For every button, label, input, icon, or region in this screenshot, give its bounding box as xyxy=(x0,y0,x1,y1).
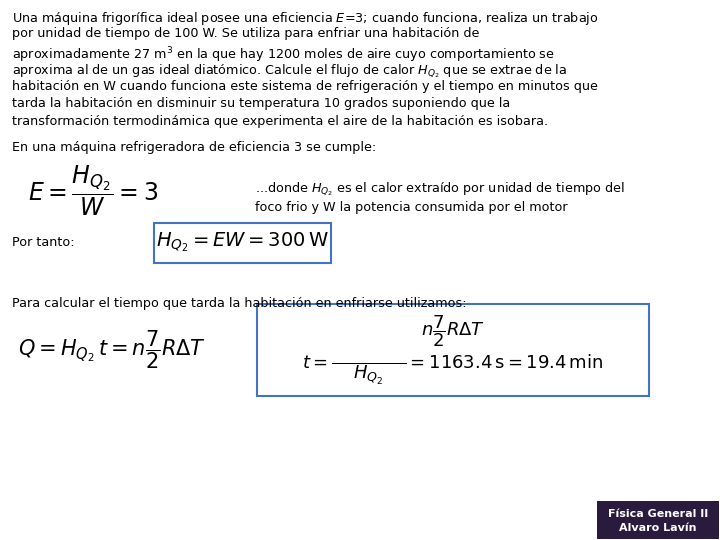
FancyBboxPatch shape xyxy=(597,501,719,539)
Text: $t = \dfrac{\;\;\;\;\;\;\;\;\;\;\;\;\;\;\;}{H_{Q_2}} = 1163.4\,\mathrm{s} = 19.4: $t = \dfrac{\;\;\;\;\;\;\;\;\;\;\;\;\;\;… xyxy=(302,353,603,387)
Text: aproximadamente 27 m$^3$ en la que hay 1200 moles de aire cuyo comportamiento se: aproximadamente 27 m$^3$ en la que hay 1… xyxy=(12,45,555,65)
Text: Para calcular el tiempo que tarda la habitación en enfriarse utilizamos:: Para calcular el tiempo que tarda la hab… xyxy=(12,298,467,310)
FancyBboxPatch shape xyxy=(154,222,331,262)
Text: foco frio y W la potencia consumida por el motor: foco frio y W la potencia consumida por … xyxy=(255,200,567,213)
Text: En una máquina refrigeradora de eficiencia 3 se cumple:: En una máquina refrigeradora de eficienc… xyxy=(12,140,377,153)
Text: Física General II: Física General II xyxy=(608,509,708,518)
Text: por unidad de tiempo de 100 W. Se utiliza para enfriar una habitación de: por unidad de tiempo de 100 W. Se utiliz… xyxy=(12,28,480,40)
Text: Alvaro Lavín: Alvaro Lavín xyxy=(619,523,697,533)
Text: habitación en W cuando funciona este sistema de refrigeración y el tiempo en min: habitación en W cuando funciona este sis… xyxy=(12,80,598,93)
Text: $H_{Q_2} = EW = 300\,\mathrm{W}$: $H_{Q_2} = EW = 300\,\mathrm{W}$ xyxy=(156,231,329,254)
Text: ...donde $H_{Q_2}$ es el calor extraído por unidad de tiempo del: ...donde $H_{Q_2}$ es el calor extraído … xyxy=(255,180,625,198)
Text: $Q = H_{Q_2}\,t = n\dfrac{7}{2}R\Delta T$: $Q = H_{Q_2}\,t = n\dfrac{7}{2}R\Delta T… xyxy=(18,328,206,371)
Text: Una máquina frigorífica ideal posee una eficiencia $E$=3; cuando funciona, reali: Una máquina frigorífica ideal posee una … xyxy=(12,10,598,27)
Text: $n\dfrac{7}{2}R\Delta T$: $n\dfrac{7}{2}R\Delta T$ xyxy=(421,314,485,349)
Text: tarda la habitación en disminuir su temperatura 10 grados suponiendo que la: tarda la habitación en disminuir su temp… xyxy=(12,98,510,111)
Text: transformación termodinámica que experimenta el aire de la habitación es isobara: transformación termodinámica que experim… xyxy=(12,115,548,128)
Text: aproxima al de un gas ideal diatómico. Calcule el flujo de calor $H_{Q_2}$ que s: aproxima al de un gas ideal diatómico. C… xyxy=(12,63,567,80)
Text: $E = \dfrac{H_{Q_2}}{W} = 3$: $E = \dfrac{H_{Q_2}}{W} = 3$ xyxy=(28,163,158,218)
FancyBboxPatch shape xyxy=(257,303,649,395)
Text: Por tanto:: Por tanto: xyxy=(12,236,75,249)
